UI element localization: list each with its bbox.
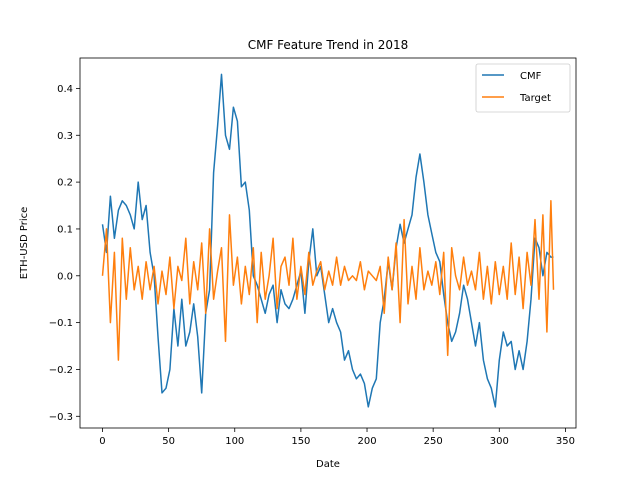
legend-label-cmf: CMF: [520, 71, 542, 82]
y-tick-label: 0.0: [57, 271, 73, 282]
legend-label-target: Target: [519, 93, 551, 104]
y-tick-label: −0.2: [49, 365, 73, 376]
y-tick-label: 0.4: [57, 84, 73, 95]
y-tick-label: −0.1: [49, 318, 73, 329]
x-tick-label: 300: [490, 436, 509, 447]
series-layer: [101, 73, 555, 408]
x-tick-label: 0: [99, 436, 105, 447]
y-axis-label: ETH-USD Price: [19, 207, 30, 280]
y-axis-ticks: −0.3 −0.2 −0.1 0.0 0.1 0.2 0.3 0.4: [49, 84, 80, 423]
x-tick-label: 200: [357, 436, 376, 447]
y-tick-label: 0.2: [57, 178, 73, 189]
x-tick-label: 50: [162, 436, 175, 447]
x-tick-label: 100: [225, 436, 244, 447]
x-tick-label: 350: [556, 436, 575, 447]
x-tick-label: 250: [424, 436, 443, 447]
y-tick-label: −0.3: [49, 412, 73, 423]
x-axis-label: Date: [316, 459, 340, 470]
series-line-target: [101, 200, 555, 361]
plot-area-frame: [79, 57, 577, 429]
legend: CMF Target: [475, 63, 571, 113]
x-tick-label: 150: [291, 436, 310, 447]
y-tick-label: 0.1: [57, 224, 73, 235]
y-tick-label: 0.3: [57, 131, 73, 142]
legend-box: [475, 63, 571, 113]
series-line-cmf: [101, 73, 554, 408]
x-axis-ticks: 0 50 100 150 200 250 300 350: [99, 428, 575, 447]
chart-title: CMF Feature Trend in 2018: [248, 38, 409, 52]
